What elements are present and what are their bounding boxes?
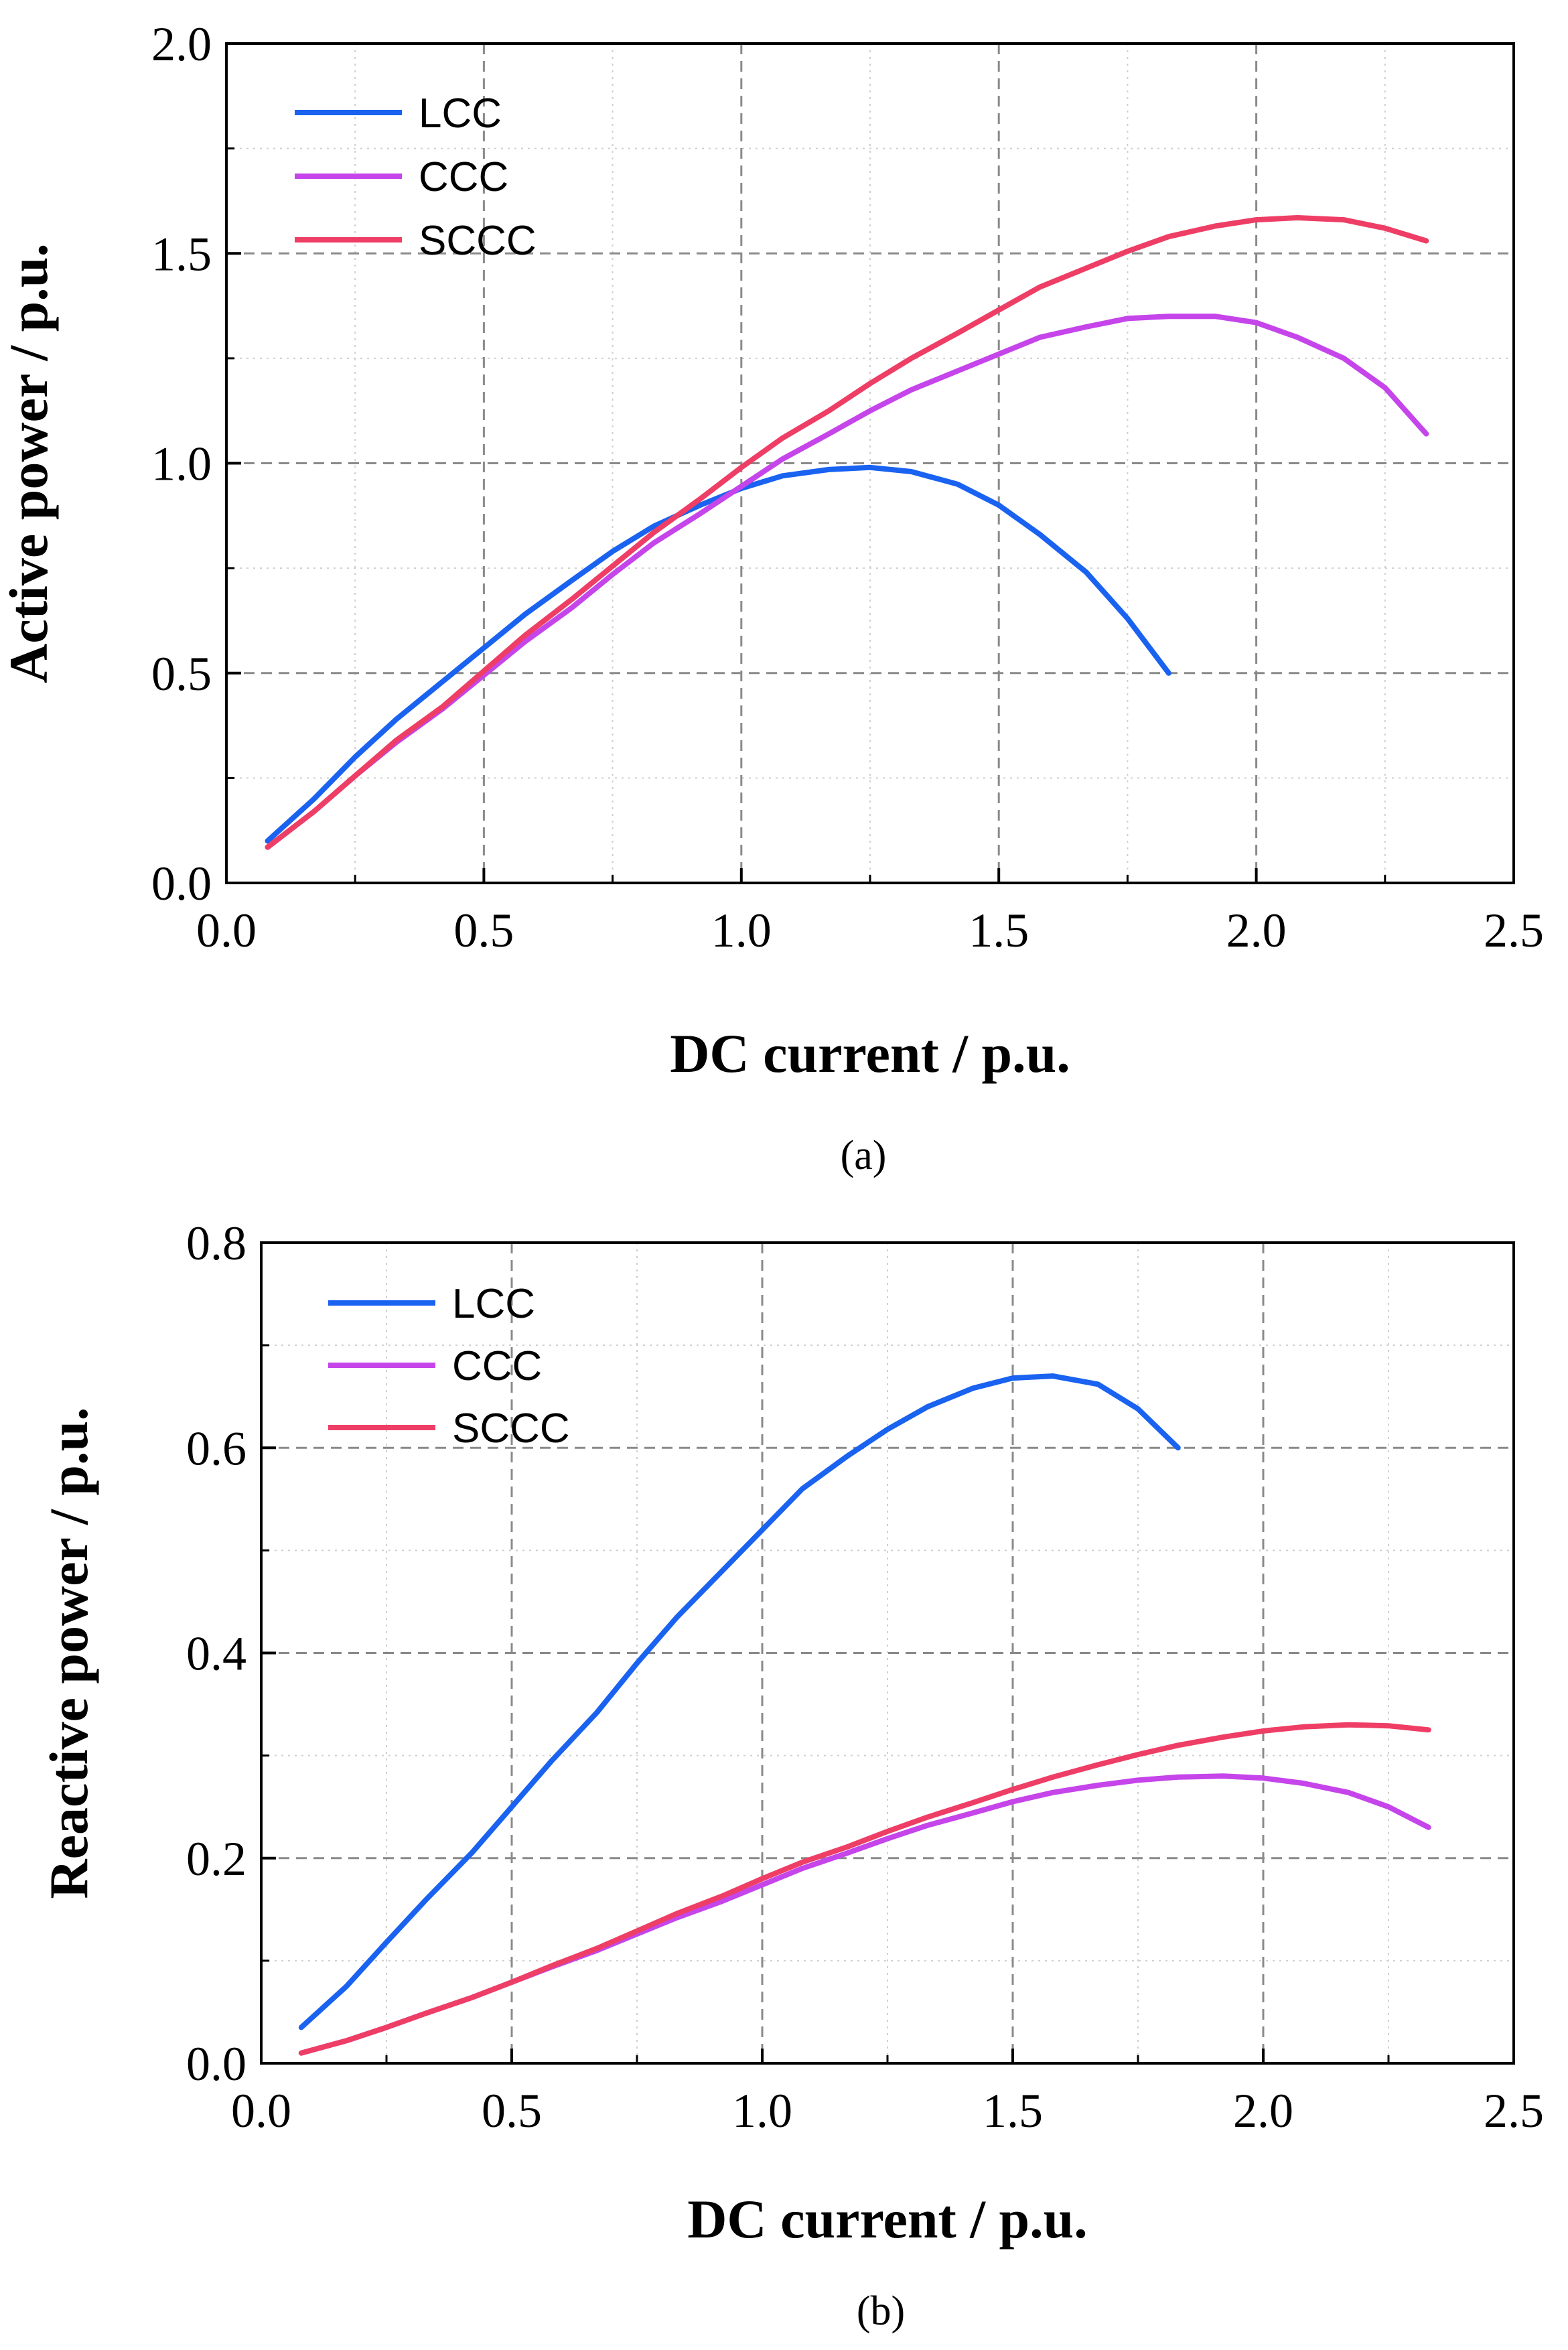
y-tick-label: 1.0 (151, 437, 212, 491)
y-tick-label: 0.5 (151, 647, 212, 701)
series-line-ccc (298, 1773, 1431, 2056)
x-tick-label: 1.5 (983, 2084, 1043, 2138)
y-tick-label: 0.0 (186, 2037, 246, 2091)
legend-label-lcc: LCC (452, 1281, 535, 1327)
legend: LCC CCC SCCC (295, 90, 537, 264)
panel-caption: (a) (841, 1133, 887, 1178)
x-tick-label: 0.0 (231, 2084, 291, 2138)
chart-active-power: 0.0 0.5 1.0 1.5 2.0 2.5 0.0 0.5 1.0 1.5 2.0 DC curr… (0, 17, 1544, 1178)
x-tick-label: 0.5 (453, 904, 514, 957)
legend-label-ccc: CCC (419, 154, 508, 200)
series-line-sccc (265, 215, 1429, 850)
series-line-sccc (298, 1722, 1431, 2056)
y-tick-label: 0.2 (186, 1832, 246, 1886)
y-tick-label: 0.4 (186, 1627, 246, 1681)
x-tick-label: 2.5 (1484, 2084, 1544, 2138)
y-axis-title: Reactive power / p.u. (38, 1407, 99, 1898)
y-tick-label: 0.6 (186, 1422, 246, 1475)
legend: LCC CCC SCCC (328, 1281, 570, 1452)
y-tick-label: 0.8 (186, 1217, 246, 1270)
series-line-lcc (298, 1373, 1181, 2030)
x-tick-label: 0.5 (482, 2084, 542, 2138)
y-tick-label: 1.5 (151, 227, 212, 281)
legend-label-ccc: CCC (452, 1343, 542, 1389)
chart-reactive-power: 0.0 0.5 1.0 1.5 2.0 2.5 0.0 0.2 0.4 0.6 0.8 DC curr… (38, 1217, 1544, 2334)
x-tick-label: 2.0 (1233, 2084, 1293, 2138)
x-tick-label: 1.0 (732, 2084, 792, 2138)
y-tick-label: 0.0 (151, 857, 212, 910)
x-axis-title: DC current / p.u. (670, 1023, 1070, 1084)
x-tick-label: 2.0 (1226, 904, 1287, 957)
series-line-lcc (265, 464, 1171, 844)
x-axis-title: DC current / p.u. (687, 2189, 1088, 2250)
panel-caption: (b) (857, 2288, 905, 2334)
x-tick-label: 1.0 (711, 904, 772, 957)
y-axis-title: Active power / p.u. (0, 243, 59, 683)
legend-label-lcc: LCC (419, 90, 502, 137)
legend-label-sccc: SCCC (452, 1405, 570, 1452)
legend-label-sccc: SCCC (419, 218, 537, 264)
x-tick-label: 0.0 (196, 904, 257, 957)
x-tick-label: 2.5 (1484, 904, 1544, 957)
x-tick-label: 1.5 (969, 904, 1029, 957)
y-tick-label: 2.0 (151, 17, 212, 71)
